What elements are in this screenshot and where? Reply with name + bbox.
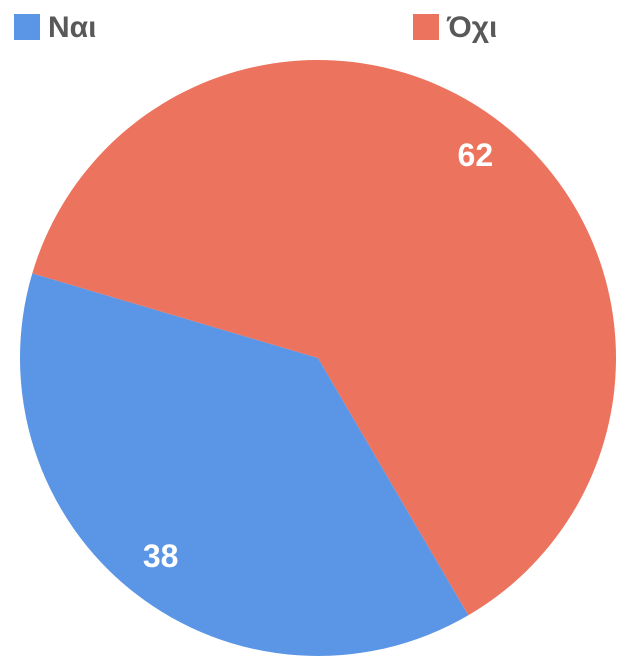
legend-swatch — [413, 14, 439, 40]
pie-slice — [32, 59, 616, 616]
legend-label: Όχι — [446, 11, 497, 44]
legend-label: Ναι — [48, 11, 96, 44]
pie-slice — [19, 273, 469, 656]
data-label: 62 — [458, 137, 494, 173]
data-label: 38 — [143, 538, 179, 574]
legend-swatch — [14, 14, 40, 40]
